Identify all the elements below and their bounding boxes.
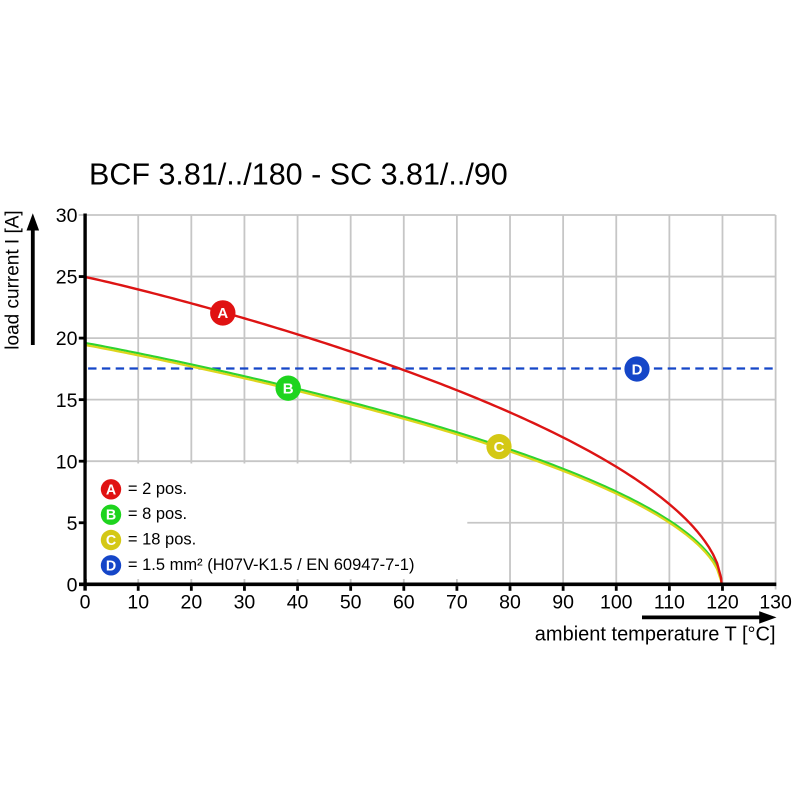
svg-text:= 18 pos.: = 18 pos. (128, 531, 196, 549)
svg-text:D: D (632, 361, 643, 378)
svg-text:= 1.5 mm² (H07V-K1.5 / EN 6094: = 1.5 mm² (H07V-K1.5 / EN 60947-7-1) (128, 556, 415, 574)
svg-text:70: 70 (446, 591, 468, 613)
svg-text:= 8 pos.: = 8 pos. (128, 505, 187, 523)
svg-text:A: A (217, 305, 228, 322)
svg-text:110: 110 (654, 591, 685, 613)
svg-text:C: C (494, 439, 505, 456)
svg-text:25: 25 (56, 267, 78, 289)
svg-text:90: 90 (552, 591, 574, 613)
svg-text:30: 30 (56, 205, 78, 227)
svg-text:80: 80 (499, 591, 521, 613)
svg-text:60: 60 (393, 591, 415, 613)
svg-text:0: 0 (80, 591, 91, 613)
svg-text:100: 100 (600, 591, 633, 613)
svg-text:0: 0 (67, 574, 78, 596)
svg-text:C: C (106, 533, 116, 549)
svg-text:15: 15 (56, 390, 78, 412)
svg-text:B: B (106, 508, 116, 524)
svg-text:load current I [A]: load current I [A] (3, 210, 24, 349)
svg-text:120: 120 (706, 591, 739, 613)
svg-text:5: 5 (67, 513, 78, 535)
svg-text:10: 10 (127, 591, 149, 613)
svg-text:20: 20 (180, 591, 202, 613)
svg-text:130: 130 (759, 591, 792, 613)
svg-text:10: 10 (56, 451, 78, 473)
svg-text:ambient temperature T [°C]: ambient temperature T [°C] (535, 624, 776, 646)
svg-text:50: 50 (340, 591, 362, 613)
svg-text:B: B (283, 381, 294, 398)
svg-text:A: A (106, 482, 116, 498)
svg-text:20: 20 (56, 328, 78, 350)
svg-text:30: 30 (234, 591, 256, 613)
svg-text:D: D (106, 558, 116, 574)
svg-text:= 2 pos.: = 2 pos. (128, 480, 187, 498)
svg-text:40: 40 (287, 591, 309, 613)
svg-text:BCF 3.81/../180 - SC 3.81/../9: BCF 3.81/../180 - SC 3.81/../90 (89, 158, 508, 192)
